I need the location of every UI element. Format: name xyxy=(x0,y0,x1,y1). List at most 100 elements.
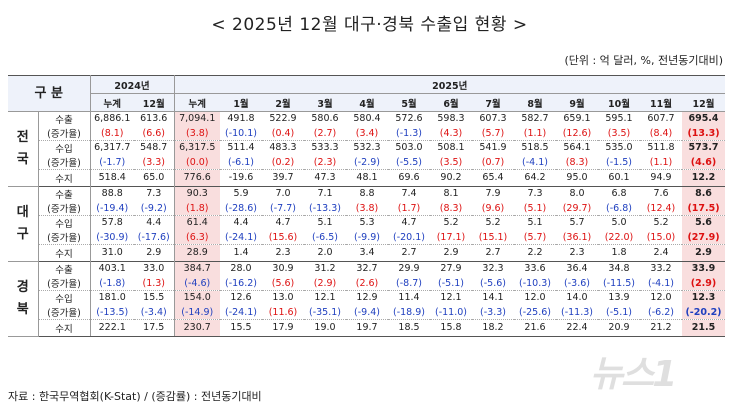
value-cell: 88.8 xyxy=(90,186,134,201)
value-cell: 11.4 xyxy=(388,290,430,305)
value-cell: 33.6 xyxy=(514,261,556,276)
value-cell: 8.8 xyxy=(346,186,388,201)
value-cell: 12.3 xyxy=(682,290,725,305)
rate-cell: (-14.9) xyxy=(174,305,220,320)
value-cell: 7,094.1 xyxy=(174,111,220,126)
rate-cell: (-9.4) xyxy=(354,306,380,318)
value-cell: 34.8 xyxy=(598,261,640,276)
rate-cell: (-1.7) xyxy=(99,156,126,168)
value-cell: 181.0 xyxy=(90,290,134,305)
value-cell: 5.1 xyxy=(514,215,556,230)
value-cell: 580.4 xyxy=(346,111,388,126)
rate-cell: (0.4) xyxy=(271,127,295,139)
value-cell: 7.1 xyxy=(304,186,346,201)
value-cell: 4.7 xyxy=(388,215,430,230)
rate-cell: (-6.2) xyxy=(648,306,674,318)
rate-cell: (4.6) xyxy=(682,155,725,170)
value-cell: 776.6 xyxy=(174,169,220,187)
value-cell: 31.0 xyxy=(90,244,134,262)
header-col-2025: 9월 xyxy=(556,93,598,112)
value-cell: 5.6 xyxy=(682,215,725,230)
rate-cell: (15.0) xyxy=(646,231,676,243)
row-sublabel: (증가율) xyxy=(38,305,91,320)
value-cell: 22.4 xyxy=(556,319,598,337)
rate-cell: (0.7) xyxy=(481,156,505,168)
value-cell: 28.9 xyxy=(174,244,220,262)
rate-cell: (2.9) xyxy=(313,277,337,289)
value-cell: 222.1 xyxy=(90,319,134,337)
rate-cell: (-6.1) xyxy=(228,156,254,168)
rate-cell: (-20.2) xyxy=(682,305,725,320)
rate-cell: (0.0) xyxy=(174,155,220,170)
value-cell: 2.4 xyxy=(640,244,682,262)
value-cell: 48.1 xyxy=(346,169,388,187)
rate-cell: (-20.1) xyxy=(393,231,425,243)
rate-cell: (-3.3) xyxy=(480,306,506,318)
value-cell: 15.8 xyxy=(430,319,472,337)
header-col-2025: 10월 xyxy=(598,93,640,112)
value-cell: 5.3 xyxy=(346,215,388,230)
value-cell: 69.6 xyxy=(388,169,430,187)
rate-cell: (3.4) xyxy=(355,127,379,139)
rate-cell: (2.3) xyxy=(313,156,337,168)
rate-cell: (-24.1) xyxy=(225,306,257,318)
value-cell: 230.7 xyxy=(174,319,220,337)
rate-cell: (-6.8) xyxy=(606,202,632,214)
value-cell: 13.9 xyxy=(598,290,640,305)
value-cell: 27.9 xyxy=(430,261,472,276)
rate-cell: (-9.9) xyxy=(354,231,380,243)
value-cell: 12.0 xyxy=(514,290,556,305)
value-cell: 7.9 xyxy=(472,186,514,201)
value-cell: 30.9 xyxy=(262,261,304,276)
value-cell: 6,317.5 xyxy=(174,140,220,155)
value-cell: 7.3 xyxy=(134,186,175,201)
value-cell: 12.1 xyxy=(304,290,346,305)
rate-cell: (22.0) xyxy=(604,231,634,243)
value-cell: 503.0 xyxy=(388,140,430,155)
value-cell: 8.0 xyxy=(556,186,598,201)
value-cell: 95.0 xyxy=(556,169,598,187)
value-cell: 12.0 xyxy=(640,290,682,305)
value-cell: 518.4 xyxy=(90,169,134,187)
rate-cell: (0.2) xyxy=(271,156,295,168)
value-cell: 15.5 xyxy=(220,319,262,337)
value-cell: 15.5 xyxy=(134,290,175,305)
value-cell: 18.5 xyxy=(388,319,430,337)
value-cell: 36.4 xyxy=(556,261,598,276)
rate-cell: (17.1) xyxy=(436,231,466,243)
value-cell: 2.0 xyxy=(304,244,346,262)
value-cell: 14.1 xyxy=(472,290,514,305)
rate-cell: (-19.4) xyxy=(96,202,129,214)
value-cell: 2.9 xyxy=(682,244,725,262)
rate-cell: (17.5) xyxy=(682,201,725,216)
rate-cell: (-8.7) xyxy=(396,277,422,289)
value-cell: 659.1 xyxy=(556,111,598,126)
value-cell: 384.7 xyxy=(174,261,220,276)
value-cell: 65.0 xyxy=(134,169,175,187)
value-cell: 3.4 xyxy=(346,244,388,262)
value-cell: 4.4 xyxy=(134,215,175,230)
value-cell: 483.3 xyxy=(262,140,304,155)
value-cell: 7.3 xyxy=(514,186,556,201)
value-cell: 607.3 xyxy=(472,111,514,126)
value-cell: 582.7 xyxy=(514,111,556,126)
header-col-2025: 누계 xyxy=(174,93,220,112)
value-cell: 6.8 xyxy=(598,186,640,201)
row-sublabel: (증가율) xyxy=(38,126,91,141)
row-label: 수출 xyxy=(38,261,91,276)
rate-cell: (5.7) xyxy=(481,127,505,139)
rate-cell: (-1.8) xyxy=(99,277,126,289)
rate-cell: (27.9) xyxy=(682,230,725,245)
value-cell: 2.7 xyxy=(388,244,430,262)
value-cell: 64.2 xyxy=(514,169,556,187)
rate-cell: (1.1) xyxy=(649,156,673,168)
header-col-2025: 11월 xyxy=(640,93,682,112)
value-cell: 535.0 xyxy=(598,140,640,155)
value-cell: 7.0 xyxy=(262,186,304,201)
rate-cell: (-9.2) xyxy=(134,201,175,216)
row-label: 수지 xyxy=(38,244,91,262)
